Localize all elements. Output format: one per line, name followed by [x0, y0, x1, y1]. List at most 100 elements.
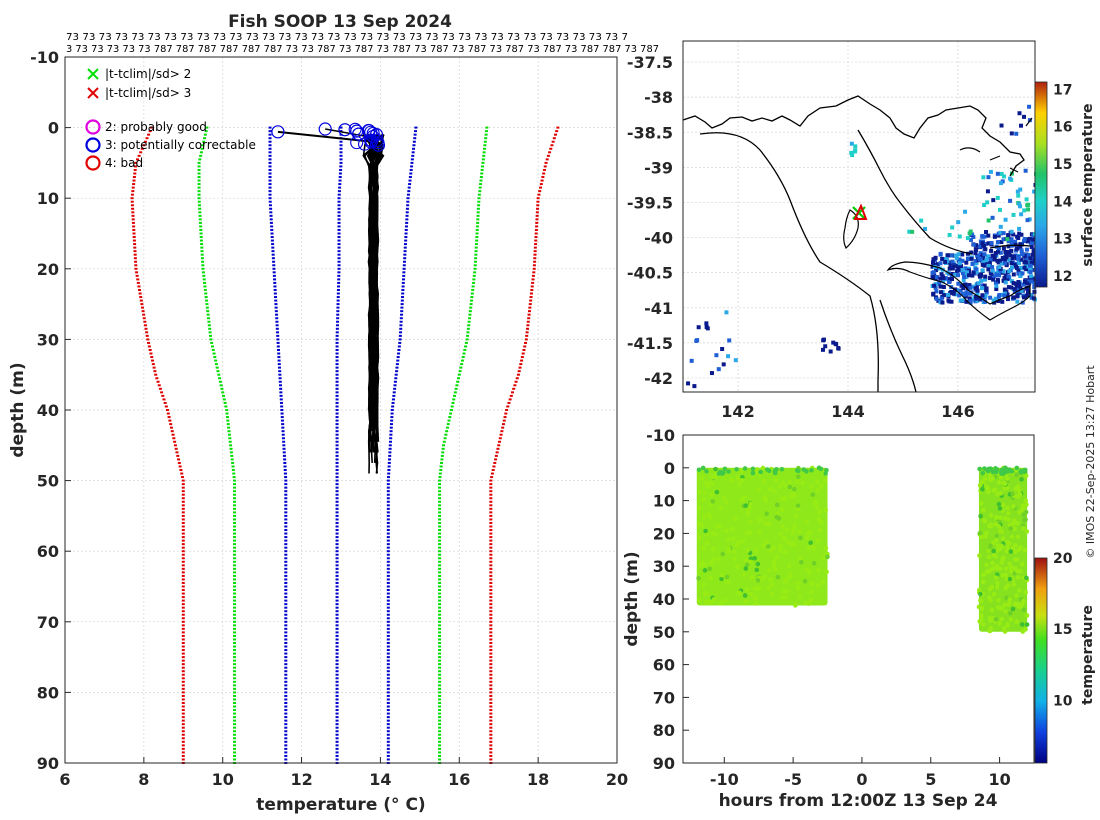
- cluster-point: [979, 534, 984, 540]
- series-point: [535, 221, 539, 224]
- series-point: [386, 659, 390, 662]
- cluster-point: [978, 591, 983, 597]
- series-point: [284, 663, 288, 666]
- series-point: [199, 151, 203, 154]
- sst-pixel: [932, 283, 937, 288]
- series-point: [386, 709, 390, 712]
- series-point: [284, 744, 288, 747]
- series-point: [163, 401, 167, 404]
- legend-cross-marker: [87, 87, 99, 99]
- sst-pixel: [943, 276, 948, 281]
- series-point: [335, 610, 339, 613]
- series-point: [233, 666, 237, 669]
- series-point: [448, 416, 452, 419]
- series-point: [181, 645, 185, 648]
- series-point: [438, 536, 442, 539]
- cluster-point: [758, 469, 763, 475]
- series-point: [181, 698, 185, 701]
- sst-pixel: [1032, 285, 1037, 290]
- series-point: [181, 543, 185, 546]
- series-point: [233, 486, 237, 489]
- series-point: [386, 627, 390, 630]
- series-point: [532, 264, 536, 267]
- cluster-point: [792, 523, 798, 528]
- series-point: [181, 560, 185, 563]
- series-point: [233, 617, 237, 620]
- series-point: [181, 596, 185, 599]
- series-point: [275, 317, 279, 320]
- series-point: [438, 645, 442, 648]
- cluster-point: [988, 543, 993, 549]
- series-point: [181, 705, 185, 708]
- series-point: [198, 207, 202, 210]
- cluster-point: [742, 466, 748, 471]
- sst-pixel: [977, 274, 982, 279]
- series-point: [233, 627, 237, 630]
- series-point: [489, 624, 493, 627]
- series-point: [335, 391, 339, 394]
- series-point: [233, 603, 237, 606]
- series-point: [401, 292, 405, 295]
- sst-pixel: [994, 272, 999, 277]
- series-point: [282, 447, 286, 450]
- series-point: [339, 165, 343, 168]
- cluster-point: [989, 607, 995, 613]
- cluster-point: [1000, 536, 1006, 541]
- series-point: [489, 539, 493, 542]
- series-point: [197, 172, 201, 175]
- station-marker: [852, 203, 868, 220]
- series-point: [445, 430, 449, 433]
- series-point: [269, 211, 273, 214]
- cluster-point: [726, 469, 731, 474]
- map-xtick-label: 144: [831, 402, 864, 421]
- series-point: [410, 161, 414, 164]
- cluster-point: [978, 598, 983, 603]
- cluster-point: [766, 568, 772, 573]
- series-point: [460, 359, 464, 362]
- cluster-point: [773, 478, 779, 483]
- sst-pixel: [821, 337, 826, 342]
- series-point: [388, 447, 392, 450]
- sst-pixel: [941, 293, 946, 298]
- series-point: [335, 423, 339, 426]
- series-point: [386, 578, 390, 581]
- series-point: [529, 292, 533, 295]
- cluster-point: [1023, 498, 1029, 503]
- sst-pixel: [986, 218, 991, 223]
- sst-pixel: [981, 255, 986, 260]
- series-point: [470, 299, 474, 302]
- series-point: [468, 310, 472, 313]
- series-point: [339, 158, 343, 161]
- series-point: [482, 151, 486, 154]
- series-point: [181, 514, 185, 517]
- series-point: [386, 511, 390, 514]
- series-point: [181, 493, 185, 496]
- sst-pixel: [1017, 201, 1022, 206]
- series-point: [337, 260, 341, 263]
- sst-pixel: [982, 234, 987, 239]
- series-point: [335, 394, 339, 397]
- series-point: [233, 589, 237, 592]
- cluster-point: [722, 466, 728, 472]
- cluster-point: [1020, 468, 1026, 474]
- series-point: [284, 581, 288, 584]
- series-point: [284, 476, 288, 479]
- sst-pixel: [967, 296, 972, 301]
- series-point: [152, 366, 156, 369]
- sst-pixel: [1007, 258, 1012, 263]
- series-point: [386, 617, 390, 620]
- series-point: [337, 271, 341, 274]
- series-point: [438, 479, 442, 482]
- series-point: [181, 546, 185, 549]
- series-point: [268, 154, 272, 157]
- series-point: [438, 610, 442, 613]
- series-point: [531, 274, 535, 277]
- series-point: [233, 712, 237, 715]
- series-point: [233, 581, 237, 584]
- series-point: [136, 278, 140, 281]
- series-point: [406, 200, 410, 203]
- series-point: [496, 447, 500, 450]
- sst-pixel: [997, 264, 1002, 269]
- series-point: [284, 479, 288, 482]
- sst-pixel: [991, 198, 996, 203]
